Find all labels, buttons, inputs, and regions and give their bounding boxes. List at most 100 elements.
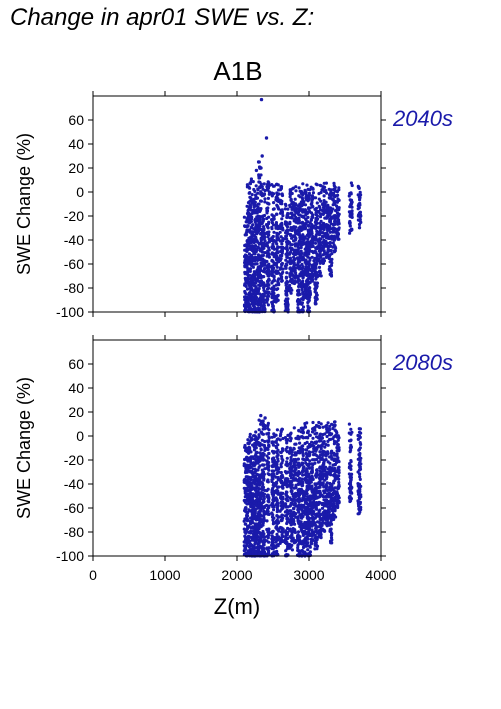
- data-point: [251, 289, 255, 293]
- data-point: [326, 421, 330, 425]
- data-point: [300, 287, 304, 292]
- data-point: [330, 252, 334, 256]
- data-point: [267, 272, 271, 276]
- data-point: [280, 271, 284, 276]
- data-point: [275, 287, 279, 292]
- data-point: [322, 194, 326, 198]
- data-point: [318, 215, 323, 219]
- data-point: [310, 468, 314, 472]
- data-point: [307, 261, 311, 265]
- data-point: [270, 259, 274, 263]
- data-point: [276, 453, 280, 457]
- data-point: [299, 487, 303, 491]
- data-point: [350, 485, 354, 490]
- data-point: [306, 436, 310, 440]
- data-point: [254, 184, 258, 188]
- data-point: [261, 483, 265, 487]
- data-point: [313, 241, 318, 245]
- data-point: [261, 432, 265, 436]
- data-point: [327, 437, 332, 442]
- data-point: [266, 297, 270, 301]
- data-point: [303, 473, 307, 477]
- data-point: [356, 218, 360, 222]
- data-point: [271, 505, 275, 509]
- data-point: [270, 530, 274, 535]
- data-point: [251, 546, 255, 550]
- data-point: [300, 461, 304, 465]
- data-point: [308, 286, 312, 290]
- data-point: [276, 237, 280, 241]
- data-point: [285, 441, 289, 445]
- data-point: [306, 474, 310, 478]
- data-point: [288, 283, 292, 287]
- data-point: [262, 443, 266, 448]
- data-point: [252, 187, 256, 192]
- data-point: [329, 273, 333, 277]
- data-point: [288, 432, 293, 436]
- data-point: [300, 445, 304, 449]
- data-point: [289, 544, 293, 549]
- data-point: [317, 485, 321, 490]
- data-point: [258, 451, 262, 455]
- data-point: [296, 243, 300, 247]
- data-point: [306, 430, 310, 434]
- data-point: [293, 502, 297, 506]
- data-point: [315, 201, 319, 205]
- data-point: [285, 225, 290, 229]
- data-point: [275, 247, 279, 251]
- data-point: [265, 546, 269, 550]
- data-point: [303, 267, 307, 271]
- data-point: [267, 278, 271, 282]
- data-point: [265, 224, 269, 228]
- data-point: [306, 248, 310, 252]
- data-point: [257, 501, 261, 505]
- data-point: [328, 265, 332, 269]
- data-point: [300, 240, 304, 244]
- data-point: [332, 188, 336, 192]
- data-point: [314, 196, 318, 200]
- data-point: [303, 236, 307, 240]
- data-point: [279, 257, 283, 261]
- data-point: [348, 231, 352, 235]
- data-point: [300, 221, 304, 225]
- data-point: [290, 489, 294, 493]
- data-point: [293, 218, 297, 222]
- data-point: [307, 276, 311, 280]
- data-point: [265, 243, 269, 247]
- data-point: [328, 527, 332, 532]
- data-point: [324, 424, 328, 428]
- data-point: [288, 435, 292, 440]
- data-point: [288, 189, 293, 193]
- data-point: [254, 451, 258, 456]
- data-point: [267, 290, 271, 294]
- data-point: [271, 304, 275, 308]
- data-point: [261, 451, 265, 455]
- data-point: [306, 243, 310, 247]
- data-point: [257, 222, 261, 227]
- data-point: [261, 500, 265, 505]
- data-point: [267, 233, 271, 237]
- data-point: [313, 458, 317, 462]
- data-point: [299, 243, 303, 247]
- data-point: [257, 428, 261, 432]
- data-point: [246, 518, 250, 522]
- data-point: [337, 218, 341, 222]
- data-point: [284, 306, 288, 310]
- data-point: [262, 514, 266, 518]
- data-point: [297, 298, 301, 302]
- data-point: [245, 279, 249, 283]
- data-point: [337, 206, 341, 210]
- data-point: [349, 459, 353, 463]
- data-point: [270, 271, 274, 275]
- data-point: [284, 302, 288, 306]
- data-point: [306, 288, 310, 292]
- data-point: [279, 494, 283, 498]
- data-point: [329, 217, 333, 221]
- data-point: [335, 234, 339, 238]
- data-point: [303, 208, 307, 212]
- data-point: [304, 190, 308, 195]
- data-point: [275, 258, 279, 262]
- data-point: [326, 450, 330, 454]
- data-point: [252, 251, 256, 255]
- data-point: [296, 553, 300, 558]
